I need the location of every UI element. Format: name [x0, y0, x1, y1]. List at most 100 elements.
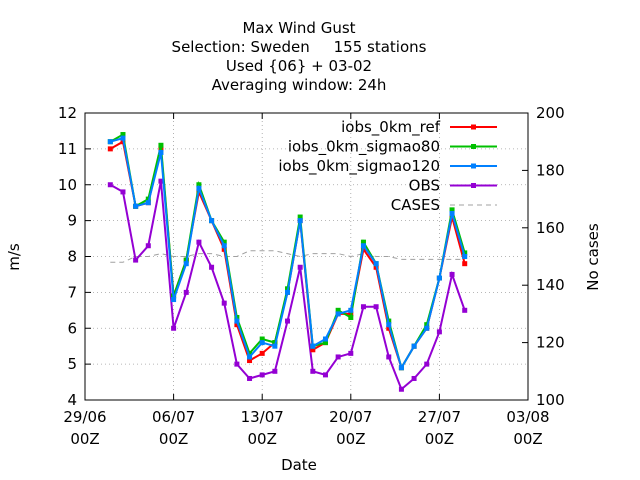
- axes: 4 5 6 7 8 9 10 11 12 100 120 140 160 180 200 29/06 00Z 06…: [58, 104, 565, 448]
- data-point-iobs-0km-sigmao120: [259, 340, 265, 346]
- y2-tick-label: 180: [536, 161, 565, 179]
- x-tick-label-hour: 00Z: [513, 430, 542, 448]
- x-tick-label-date: 20/07: [329, 408, 372, 426]
- data-point-obs: [322, 372, 328, 378]
- y-tick-label: 9: [67, 212, 77, 230]
- data-point-obs: [183, 289, 189, 295]
- data-point-iobs-0km-sigmao120: [285, 289, 291, 295]
- data-point-iobs-0km-sigmao120: [462, 254, 468, 259]
- data-point-obs: [411, 375, 417, 381]
- y-tick-label: 7: [67, 283, 77, 301]
- data-point-obs: [386, 354, 392, 360]
- legend-marker-iobs-0km-sigmao120: [471, 163, 476, 169]
- data-point-iobs-0km-sigmao80: [158, 142, 164, 148]
- data-point-iobs-0km-sigmao120: [234, 318, 240, 324]
- data-point-iobs-0km-sigmao120: [297, 218, 303, 224]
- data-point-obs: [360, 304, 366, 310]
- legend-label-obs: OBS: [409, 177, 440, 195]
- legend: iobs_0km_refiobs_0km_sigmao80iobs_0km_si…: [278, 118, 497, 214]
- legend-label-iobs-0km-sigmao120: iobs_0km_sigmao120: [278, 157, 440, 176]
- data-point-obs: [221, 300, 227, 306]
- data-point-iobs-0km-ref: [247, 358, 253, 364]
- data-point-obs: [272, 368, 278, 374]
- title-line-4: Averaging window: 24h: [212, 76, 387, 94]
- series-layer: [107, 132, 468, 392]
- y-tick-label: 12: [58, 104, 77, 122]
- x-tick-label-date: 13/07: [241, 408, 284, 426]
- title-line-1: Max Wind Gust: [242, 19, 355, 37]
- data-point-iobs-0km-sigmao80: [322, 340, 328, 346]
- data-point-iobs-0km-sigmao80: [449, 207, 455, 213]
- data-point-iobs-0km-sigmao80: [196, 182, 202, 188]
- data-point-iobs-0km-ref: [310, 347, 316, 353]
- data-point-iobs-0km-sigmao120: [310, 343, 316, 349]
- y-tick-label: 10: [58, 176, 77, 194]
- data-point-obs: [209, 264, 215, 270]
- data-point-iobs-0km-sigmao120: [386, 322, 392, 328]
- legend-marker-iobs-0km-ref: [471, 124, 476, 130]
- legend-label-iobs-0km-sigmao80: iobs_0km_sigmao80: [288, 138, 440, 157]
- y2-tick-label: 200: [536, 104, 565, 122]
- data-point-iobs-0km-sigmao120: [272, 343, 278, 349]
- data-point-iobs-0km-sigmao120: [183, 261, 189, 267]
- data-point-iobs-0km-sigmao80: [120, 132, 126, 138]
- data-point-iobs-0km-ref: [462, 261, 468, 267]
- data-point-obs: [297, 264, 303, 270]
- data-point-iobs-0km-sigmao120: [120, 135, 126, 141]
- title-line-3: Used {06} + 03-02: [226, 57, 372, 75]
- data-point-obs: [462, 307, 468, 313]
- data-point-obs: [171, 325, 177, 331]
- series-iobs-0km-sigmao120: [107, 135, 468, 371]
- chart-title: Max Wind Gust Selection: Sweden 155 stat…: [172, 19, 427, 94]
- legend-label-cases: CASES: [391, 196, 440, 214]
- data-point-obs: [398, 386, 404, 392]
- data-point-iobs-0km-sigmao80: [221, 239, 227, 245]
- y-tick-label: 8: [67, 248, 77, 266]
- data-point-iobs-0km-sigmao120: [133, 203, 139, 209]
- data-point-obs: [310, 368, 316, 374]
- data-point-iobs-0km-sigmao120: [424, 325, 430, 331]
- series-line-cases: [110, 250, 465, 263]
- x-tick-label-hour: 00Z: [336, 430, 365, 448]
- data-point-iobs-0km-sigmao120: [171, 297, 177, 303]
- series-cases: [110, 250, 465, 263]
- data-point-obs: [196, 239, 202, 245]
- title-line-2: Selection: Sweden 155 stations: [172, 38, 427, 56]
- data-point-iobs-0km-sigmao120: [322, 336, 328, 342]
- legend-label-iobs-0km-ref: iobs_0km_ref: [341, 118, 441, 137]
- data-point-iobs-0km-sigmao120: [247, 354, 253, 360]
- data-point-iobs-0km-sigmao120: [335, 311, 341, 317]
- data-point-iobs-0km-sigmao120: [158, 149, 164, 155]
- data-point-obs: [158, 178, 164, 184]
- data-point-iobs-0km-sigmao80: [335, 307, 341, 313]
- data-point-obs: [285, 318, 291, 324]
- x-tick-label-date: 27/07: [418, 408, 461, 426]
- data-point-iobs-0km-sigmao120: [411, 343, 417, 349]
- data-point-iobs-0km-sigmao80: [462, 250, 468, 256]
- data-point-obs: [348, 350, 354, 356]
- legend-marker-obs: [471, 183, 476, 188]
- y2-tick-label: 100: [536, 391, 565, 409]
- x-tick-label-date: 06/07: [152, 408, 195, 426]
- data-point-iobs-0km-sigmao120: [360, 243, 366, 249]
- data-point-obs: [424, 361, 430, 367]
- x-tick-label-hour: 00Z: [70, 430, 99, 448]
- data-point-iobs-0km-sigmao120: [348, 307, 354, 313]
- y2-tick-label: 160: [536, 219, 565, 237]
- series-obs: [107, 178, 468, 392]
- data-point-iobs-0km-sigmao80: [360, 239, 366, 245]
- y2-axis-label: No cases: [584, 223, 602, 291]
- data-point-obs: [145, 243, 151, 249]
- data-point-iobs-0km-sigmao120: [449, 210, 455, 216]
- y-tick-label: 11: [58, 140, 77, 158]
- y2-tick-label: 120: [536, 334, 565, 352]
- x-tick-label-date: 03/08: [506, 408, 549, 426]
- data-point-iobs-0km-sigmao120: [209, 218, 215, 224]
- data-point-iobs-0km-sigmao80: [348, 314, 354, 320]
- y2-tick-label: 140: [536, 276, 565, 294]
- x-tick-label-date: 29/06: [63, 408, 106, 426]
- data-point-obs: [234, 361, 240, 367]
- data-point-iobs-0km-ref: [386, 325, 392, 331]
- data-point-obs: [133, 257, 139, 263]
